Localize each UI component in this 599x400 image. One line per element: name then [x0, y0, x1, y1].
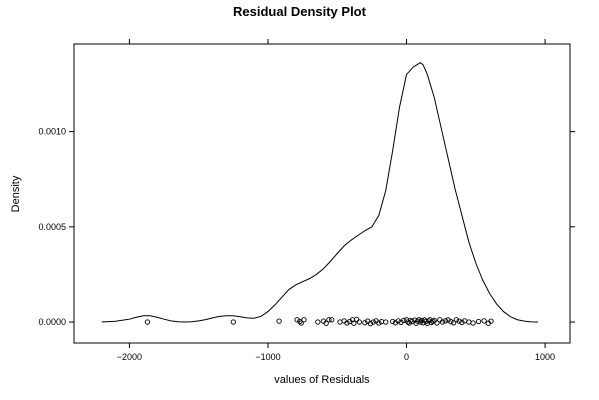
residual-point — [383, 319, 389, 325]
density-line — [101, 62, 539, 323]
residual-point — [448, 319, 454, 325]
y-tick-label: 0.0010 — [38, 127, 66, 137]
residual-point — [144, 319, 151, 325]
residual-point — [344, 320, 350, 326]
residual-point — [481, 318, 487, 324]
residual-point — [488, 318, 494, 324]
residual-point — [301, 317, 307, 323]
residual-point — [439, 319, 446, 325]
residual-point — [353, 316, 360, 323]
residual-point — [356, 319, 363, 325]
x-tick-label: 0 — [404, 352, 409, 362]
y-axis-label: Density — [10, 175, 22, 212]
residual-point — [434, 320, 440, 326]
residual-point — [329, 317, 335, 323]
residual-point — [431, 317, 437, 323]
residual-point — [326, 317, 332, 323]
x-tick-label: 1000 — [535, 352, 555, 362]
residual-point — [351, 320, 357, 326]
x-axis-label: values of Residuals — [274, 374, 370, 386]
x-tick-label: −2000 — [117, 352, 142, 362]
residual-point — [298, 320, 304, 326]
residual-point — [376, 320, 382, 326]
chart-title: Residual Density Plot — [233, 4, 367, 19]
plot-frame — [73, 43, 571, 344]
y-tick-label: 0.0000 — [38, 317, 66, 327]
x-tick-label: −1000 — [255, 352, 280, 362]
residual-point — [459, 319, 465, 326]
residual-point — [367, 320, 374, 327]
residual-point — [390, 318, 396, 325]
residual-point — [370, 319, 376, 325]
residual-point — [466, 319, 472, 325]
residual-point — [470, 320, 476, 326]
y-tick-label: 0.0005 — [38, 222, 66, 232]
residual-point — [315, 319, 321, 325]
residual-point — [442, 318, 448, 324]
residual-point — [230, 319, 236, 325]
residual-point — [337, 319, 343, 325]
residual-point — [276, 318, 282, 324]
residual-point — [453, 317, 460, 323]
residual-point — [475, 318, 482, 325]
residual-point — [323, 320, 329, 326]
residual-point — [456, 318, 462, 324]
residual-point — [417, 319, 424, 325]
residual-point — [450, 320, 457, 326]
residual-point — [395, 318, 401, 324]
